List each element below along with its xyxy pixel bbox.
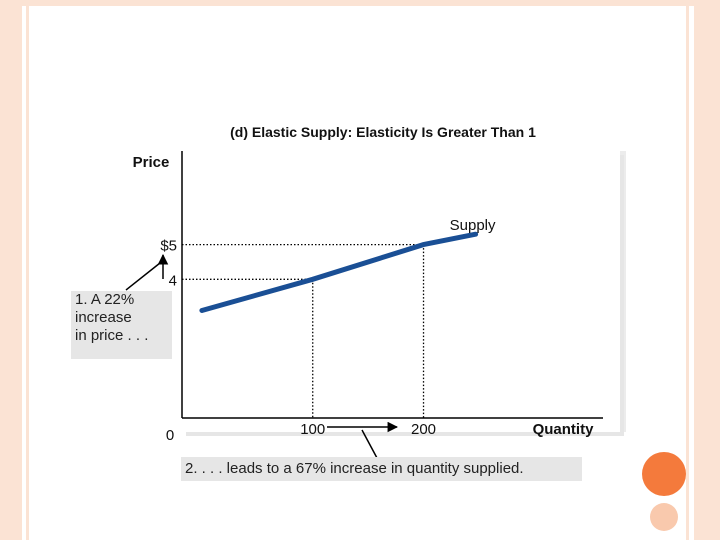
frame-stripe-right [694, 0, 720, 540]
quantity-change-callout: 2. . . . leads to a 67% increase in quan… [181, 457, 582, 481]
decorative-circle-small [650, 503, 678, 531]
x-axis-label: Quantity [533, 421, 594, 438]
y-tick-5: $5 [160, 238, 177, 255]
frame-stripe-left-inner [26, 0, 29, 540]
chart-title: (d) Elastic Supply: Elasticity Is Greate… [230, 124, 536, 140]
origin-label: 0 [166, 427, 174, 444]
chart-plot-panel [182, 151, 620, 432]
frame-stripe-top [22, 0, 694, 6]
x-tick-100: 100 [300, 421, 325, 438]
y-tick-4: 4 [169, 272, 177, 289]
price-change-line-1: 1. A 22% [75, 291, 135, 308]
series-label-supply: Supply [450, 217, 496, 234]
frame-stripe-right-inner [686, 0, 689, 540]
price-change-callout: 1. A 22% increase in price . . . [71, 291, 172, 359]
y-axis-label: Price [133, 154, 170, 171]
supply-curve [199, 231, 479, 313]
frame-stripe-left [0, 0, 22, 540]
callout-leader-bottom [361, 429, 378, 459]
price-change-line-2: increase [75, 309, 132, 326]
callout-leader-left [125, 262, 161, 291]
decorative-circle [642, 452, 686, 496]
price-change-line-3: in price . . . [75, 327, 149, 344]
x-tick-200: 200 [411, 421, 436, 438]
